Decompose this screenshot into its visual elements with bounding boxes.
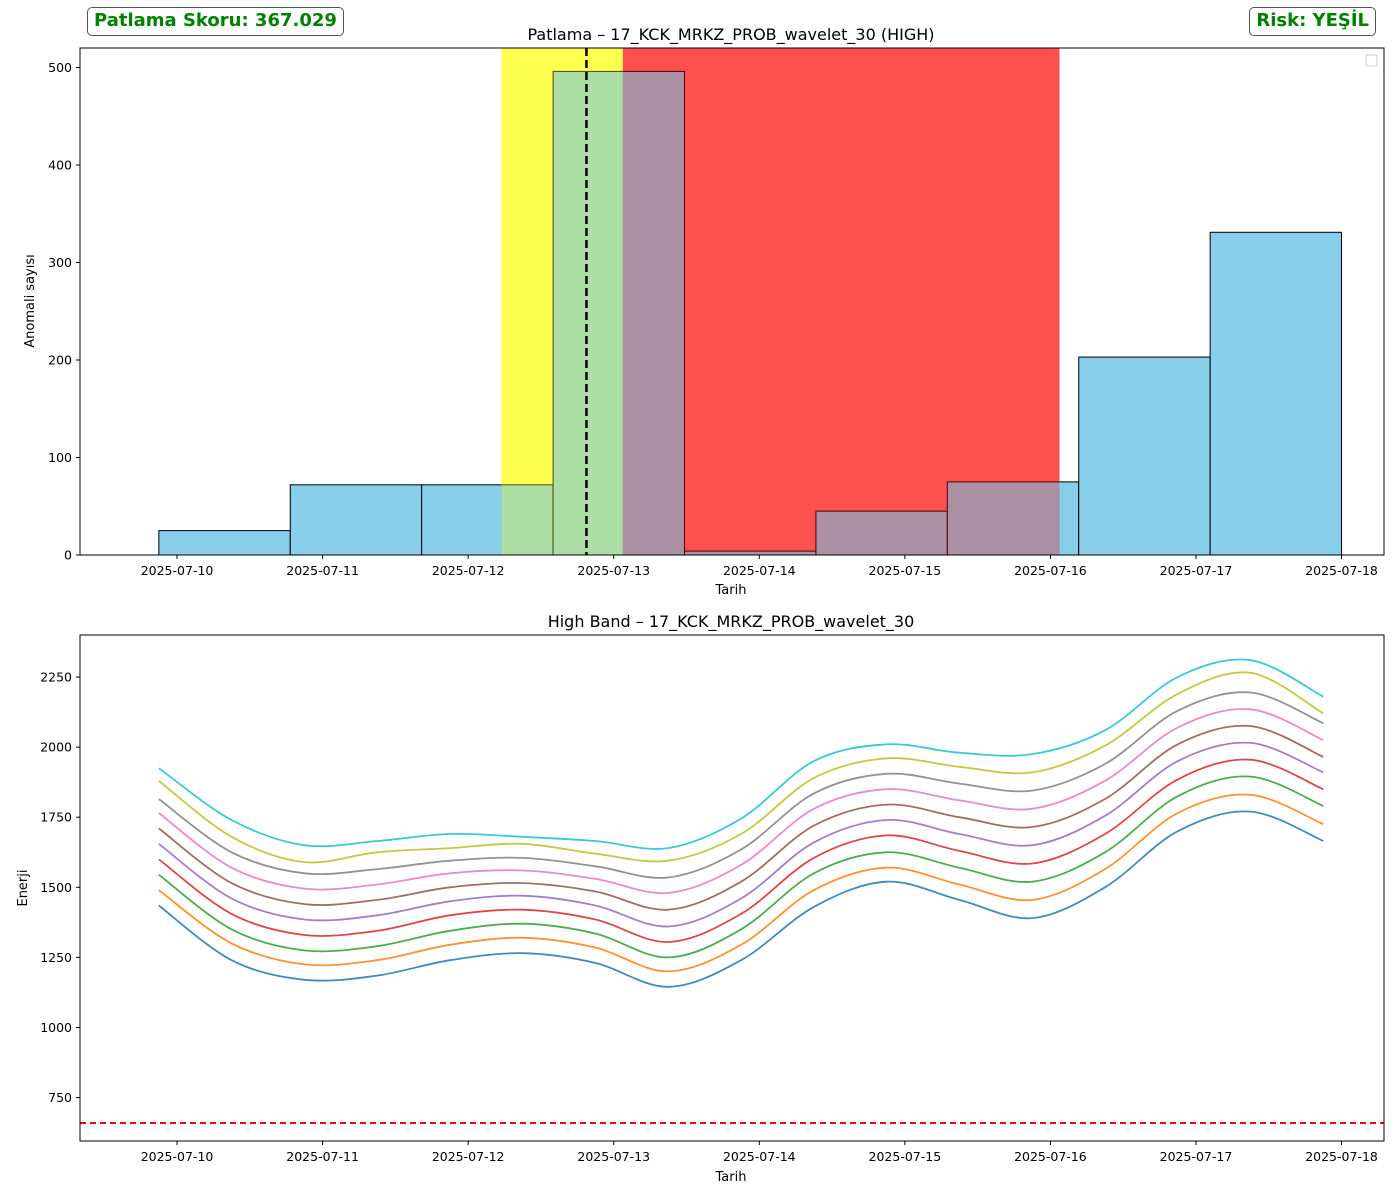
- empty-legend: [1365, 54, 1378, 67]
- energy-ytick-label: 1750: [40, 810, 72, 825]
- energy-y-label: Enerji: [16, 869, 31, 906]
- energy-plot-area: [80, 635, 1384, 1141]
- energy-ytick-label: 2250: [40, 670, 72, 685]
- energy-xtick-label: 2025-07-10: [141, 1149, 214, 1164]
- energy-x-ticks: 2025-07-10 2025-07-11 2025-07-12 2025-07-13…: [141, 1141, 1378, 1164]
- histogram-y-ticks: 0 100 200 300 400 500: [48, 60, 80, 563]
- energy-axes: 2025-07-10 2025-07-11 2025-07-12 2025-07-13…: [16, 612, 1385, 1185]
- energy-xtick-label: 2025-07-12: [432, 1149, 505, 1164]
- energy-ytick-label: 2000: [40, 740, 72, 755]
- histogram-bar: [815, 510, 948, 556]
- histogram-bar: [1078, 356, 1211, 556]
- histogram-axes: 2025-07-10 2025-07-11 2025-07-12 2025-07-13…: [23, 25, 1385, 598]
- histogram-xtick-label: 2025-07-15: [869, 563, 942, 578]
- histogram-ytick-label: 0: [64, 548, 72, 563]
- energy-xtick-label: 2025-07-18: [1305, 1149, 1378, 1164]
- highlight-span-overlay: [501, 48, 623, 555]
- histogram-bar: [158, 530, 291, 556]
- energy-xtick-label: 2025-07-13: [577, 1149, 650, 1164]
- energy-series-line: [158, 775, 1324, 959]
- energy-xtick-label: 2025-07-15: [869, 1149, 942, 1164]
- highlight-span: [622, 48, 1060, 555]
- energy-title: High Band – 17_KCK_MRKZ_PROB_wavelet_30: [548, 612, 915, 632]
- energy-series-line: [158, 658, 1324, 850]
- histogram-frame: [79, 47, 1385, 556]
- histogram-x-label: Tarih: [715, 583, 747, 598]
- energy-lines: [158, 658, 1324, 988]
- energy-y-ticks: 750 1000 1250 1500 1750 2000 2250: [40, 670, 80, 1105]
- histogram-ytick-label: 200: [48, 353, 72, 368]
- histogram-bar: [552, 70, 685, 556]
- histogram-y-label: Anomali sayısı: [23, 254, 38, 348]
- energy-series-line: [158, 758, 1324, 943]
- risk-badge: Risk: YEŞİL: [1249, 7, 1376, 36]
- histogram-bar: [289, 484, 423, 556]
- energy-series-line: [158, 810, 1324, 988]
- energy-xtick-label: 2025-07-16: [1014, 1149, 1087, 1164]
- energy-xtick-label: 2025-07-17: [1160, 1149, 1233, 1164]
- energy-ytick-label: 1000: [40, 1020, 72, 1035]
- energy-series-line: [158, 741, 1324, 928]
- histogram-title: Patlama – 17_KCK_MRKZ_PROB_wavelet_30 (H…: [527, 25, 934, 45]
- histogram-xtick-label: 2025-07-14: [723, 563, 796, 578]
- histogram-x-ticks: 2025-07-10 2025-07-11 2025-07-12 2025-07-13…: [141, 555, 1378, 578]
- energy-series-line: [158, 691, 1324, 879]
- histogram-xtick-label: 2025-07-10: [141, 563, 214, 578]
- energy-ytick-label: 1250: [40, 950, 72, 965]
- histogram-xtick-label: 2025-07-11: [286, 563, 359, 578]
- histogram-xtick-label: 2025-07-12: [432, 563, 505, 578]
- energy-xtick-label: 2025-07-14: [723, 1149, 796, 1164]
- histogram-xtick-label: 2025-07-17: [1160, 563, 1233, 578]
- energy-x-label: Tarih: [715, 1170, 747, 1185]
- histogram-bar: [421, 484, 554, 556]
- energy-series-line: [158, 708, 1324, 895]
- histogram-ytick-label: 400: [48, 158, 72, 173]
- energy-xtick-label: 2025-07-11: [286, 1149, 359, 1164]
- energy-series-line: [158, 724, 1324, 911]
- energy-series-line: [158, 793, 1324, 973]
- energy-series-line: [158, 671, 1324, 864]
- energy-ytick-label: 750: [48, 1090, 72, 1105]
- energy-ytick-label: 1500: [40, 880, 72, 895]
- histogram-xtick-label: 2025-07-13: [577, 563, 650, 578]
- score-badge: Patlama Skoru: 367.029: [87, 7, 344, 36]
- histogram-bars: [158, 48, 1343, 556]
- histogram-bar: [946, 481, 1080, 556]
- highlight-span-overlay: [622, 48, 1060, 555]
- histogram-xtick-label: 2025-07-18: [1305, 563, 1378, 578]
- histogram-bar: [1209, 231, 1343, 556]
- histogram-ytick-label: 100: [48, 450, 72, 465]
- histogram-ytick-label: 300: [48, 255, 72, 270]
- histogram-ytick-label: 500: [48, 60, 72, 75]
- histogram-xtick-label: 2025-07-16: [1014, 563, 1087, 578]
- energy-frame: [79, 634, 1385, 1142]
